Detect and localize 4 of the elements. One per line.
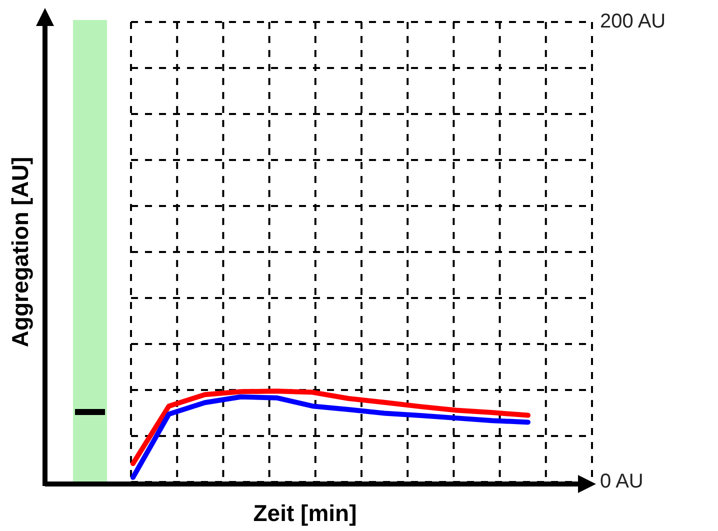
y-tick-label: 0 AU xyxy=(600,470,644,492)
y-axis-title: Aggregation [AU] xyxy=(7,156,33,348)
y-tick-label: 200 AU xyxy=(600,10,666,32)
x-axis-title: Zeit [min] xyxy=(253,500,357,526)
